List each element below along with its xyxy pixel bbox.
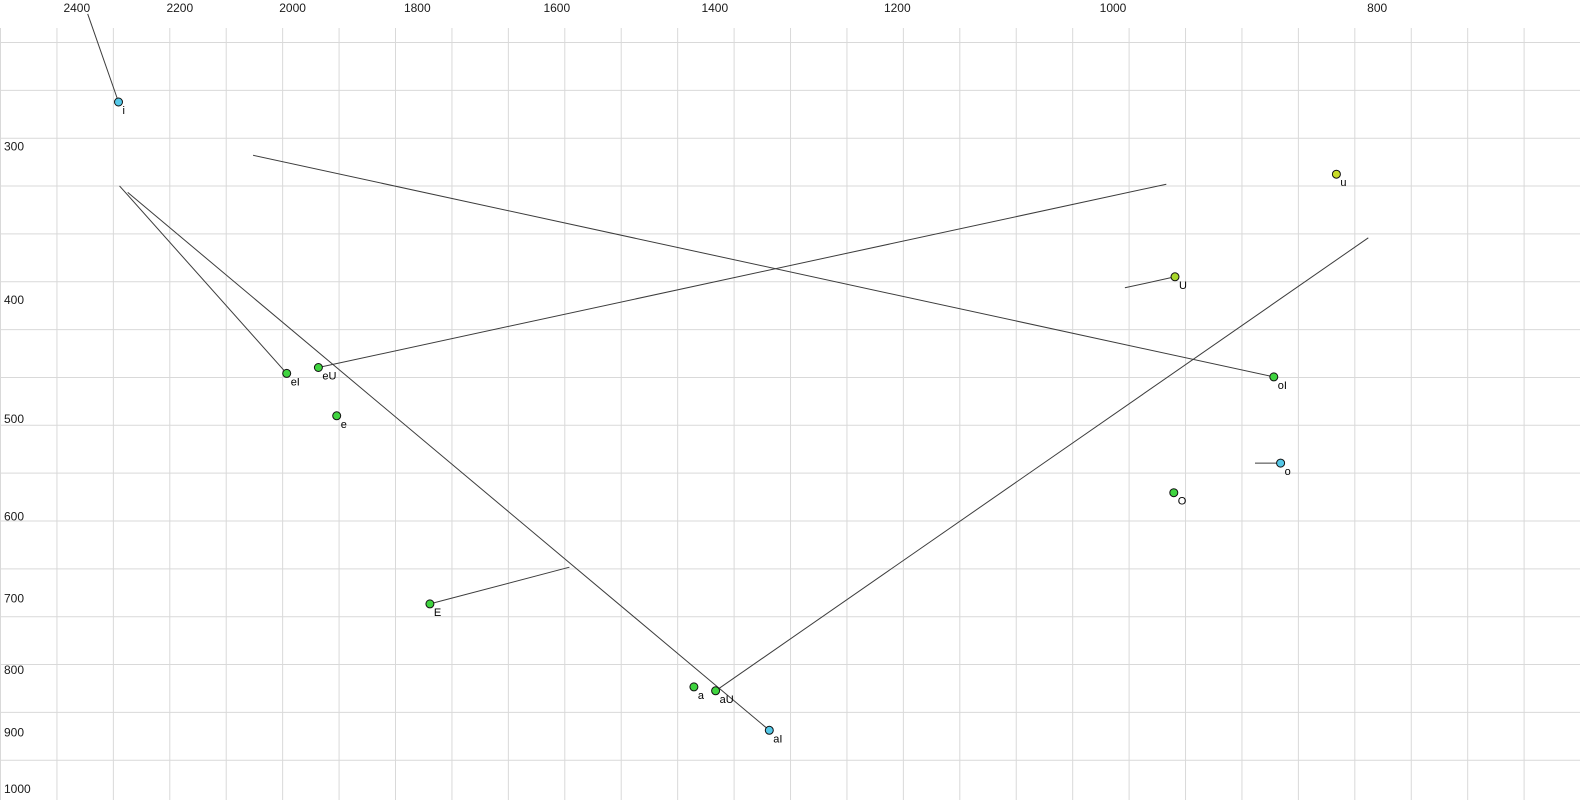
x-axis-tick-label: 2200 [166,1,193,15]
x-axis-tick-label: 1400 [701,1,728,15]
trajectory-line-i [87,13,119,103]
x-axis-tick-label: 1200 [884,1,911,15]
vowel-label-oI: oI [1278,380,1287,392]
x-axis-tick-label: 1600 [543,1,570,15]
trajectory-line-aI [127,192,770,731]
vowel-point-o [1276,458,1286,468]
vowel-label-U: U [1179,280,1187,292]
vowel-label-a: a [698,690,705,702]
vowel-point-u [1331,169,1341,179]
y-axis-tick-label: 700 [4,592,24,606]
vowel-point-U [1170,272,1180,282]
x-axis-tick-label: 800 [1367,1,1387,15]
trajectory-line-E [429,566,570,605]
vowel-label-o: o [1285,466,1291,478]
vowel-label-e: e [341,419,347,431]
vowel-point-i [114,97,123,107]
trajectory-line-U [1124,276,1176,289]
vowel-point-E [425,599,435,609]
trajectory-line-eU [318,183,1167,368]
vowel-point-oI [1269,372,1279,382]
y-axis-tick-label: 1000 [4,782,31,796]
y-axis-tick-label: 400 [4,293,24,307]
x-axis-tick-label: 2000 [279,1,306,15]
vowel-point-aU [711,686,721,696]
vowel-point-O [1169,488,1179,498]
vowel-label-aI: aI [773,733,782,745]
trajectory-line-aU [715,237,1369,692]
vowel-label-eU: eU [322,371,336,383]
vowel-label-eI: eI [291,376,300,388]
vowel-point-eI [282,368,292,378]
y-axis-tick-label: 500 [4,412,24,426]
vowel-point-aI [764,725,774,735]
vowel-label-i: i [123,105,125,117]
trajectory-line-oI [252,154,1274,378]
y-axis-tick-label: 800 [4,663,24,677]
y-axis-tick-label: 600 [4,509,24,523]
vowel-label-O: O [1178,496,1187,508]
vowel-point-e [332,411,342,421]
x-axis-tick-label: 1000 [1100,1,1127,15]
trajectory-line-eI [119,185,288,374]
vowel-point-eU [313,363,323,372]
vowel-label-E: E [434,607,441,619]
y-axis-tick-label: 900 [4,726,24,740]
vowel-label-u: u [1340,177,1346,189]
x-axis-tick-label: 1800 [404,1,431,15]
vowel-point-a [689,682,699,692]
vowel-label-aU: aU [720,694,734,706]
y-axis-tick-label: 300 [4,139,24,153]
x-axis-tick-label: 2400 [63,1,90,15]
